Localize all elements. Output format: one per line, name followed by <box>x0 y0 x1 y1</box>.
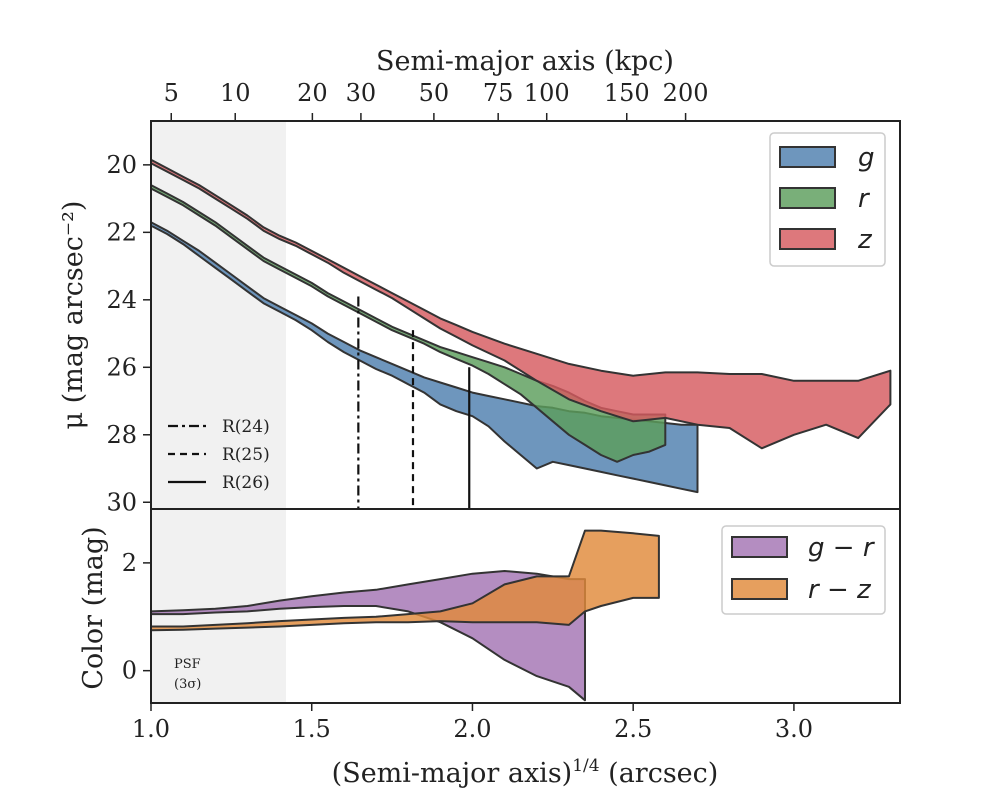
x-title-tail: (arcsec) <box>600 758 719 789</box>
legend-label-g: g <box>858 143 875 173</box>
series-rz-band <box>150 529 660 632</box>
x-tick-label: 1.0 <box>132 715 170 743</box>
top-y-axis-title: μ (mag arcsec⁻²) <box>58 201 89 430</box>
color-y-tick-label: 2 <box>122 549 137 577</box>
legend-label-rz: r − z <box>808 575 872 605</box>
y-tick-label: 20 <box>106 151 137 179</box>
psf-region-top <box>151 121 287 509</box>
y-tick-label: 28 <box>106 421 137 449</box>
series-r-band <box>150 184 667 463</box>
series-z-band <box>150 158 892 450</box>
bottom-y-axis-ticks: 02 <box>122 549 151 685</box>
y-tick-label: 22 <box>106 218 137 246</box>
psf-label: PSF <box>174 657 201 672</box>
x-tick-label: 2.0 <box>453 715 491 743</box>
legend-swatch-rz <box>731 578 788 600</box>
bottom-x-axis-ticks: 1.0 1.5 2.0 2.5 3.0 <box>132 703 813 743</box>
kpc-tick-label: 75 <box>483 79 514 107</box>
x-tick-label: 3.0 <box>775 715 813 743</box>
band-legend: grz <box>769 132 886 267</box>
top-axis-title: Semi-major axis (kpc) <box>376 46 674 77</box>
kpc-tick-label: 20 <box>297 79 328 107</box>
legend-label-z: z <box>857 225 873 255</box>
line-legend-label: R(24) <box>222 417 270 437</box>
legend-swatch-g <box>779 146 836 168</box>
kpc-tick-label: 30 <box>346 79 377 107</box>
color-profile-bands <box>150 529 660 702</box>
x-title-sup: 1/4 <box>572 756 599 776</box>
y-tick-label: 26 <box>106 353 137 381</box>
legend-label-gr: g − r <box>808 533 876 563</box>
y-tick-label: 30 <box>106 488 137 516</box>
y-tick-label: 24 <box>106 286 137 314</box>
legend-label-r: r <box>858 184 871 214</box>
bottom-panel-frame <box>150 508 901 704</box>
legend-swatch-r <box>779 187 836 209</box>
line-legend-label: R(26) <box>222 473 270 493</box>
kpc-tick-label: 10 <box>220 79 251 107</box>
psf-label-sigma: (3σ) <box>174 677 201 692</box>
x-tick-label: 1.5 <box>293 715 331 743</box>
legend-swatch-z <box>779 228 836 250</box>
surface-brightness-bands <box>150 158 892 494</box>
color-legend: g − r r − z <box>721 525 886 615</box>
color-y-tick-label: 0 <box>122 657 137 685</box>
bottom-y-axis-title: Color (mag) <box>78 526 109 689</box>
top-x-axis-ticks: 5 10 20 30 50 75 100 150 200 <box>164 79 709 121</box>
bottom-x-axis-title: (Semi-major axis)1/4 (arcsec) <box>332 756 719 789</box>
x-title-main: (Semi-major axis) <box>332 758 573 789</box>
kpc-tick-label: 100 <box>524 79 570 107</box>
kpc-tick-label: 5 <box>164 79 179 107</box>
top-y-axis-ticks: 20 22 24 26 28 30 <box>106 151 151 516</box>
legend-swatch-gr <box>731 536 788 558</box>
radius-line-legend: R(24) R(25) R(26) <box>168 417 270 493</box>
kpc-tick-label: 50 <box>419 79 450 107</box>
line-legend-label: R(25) <box>222 445 270 465</box>
kpc-tick-label: 150 <box>604 79 650 107</box>
kpc-tick-label: 200 <box>663 79 709 107</box>
radius-reference-lines <box>357 296 471 509</box>
x-tick-label: 2.5 <box>614 715 652 743</box>
